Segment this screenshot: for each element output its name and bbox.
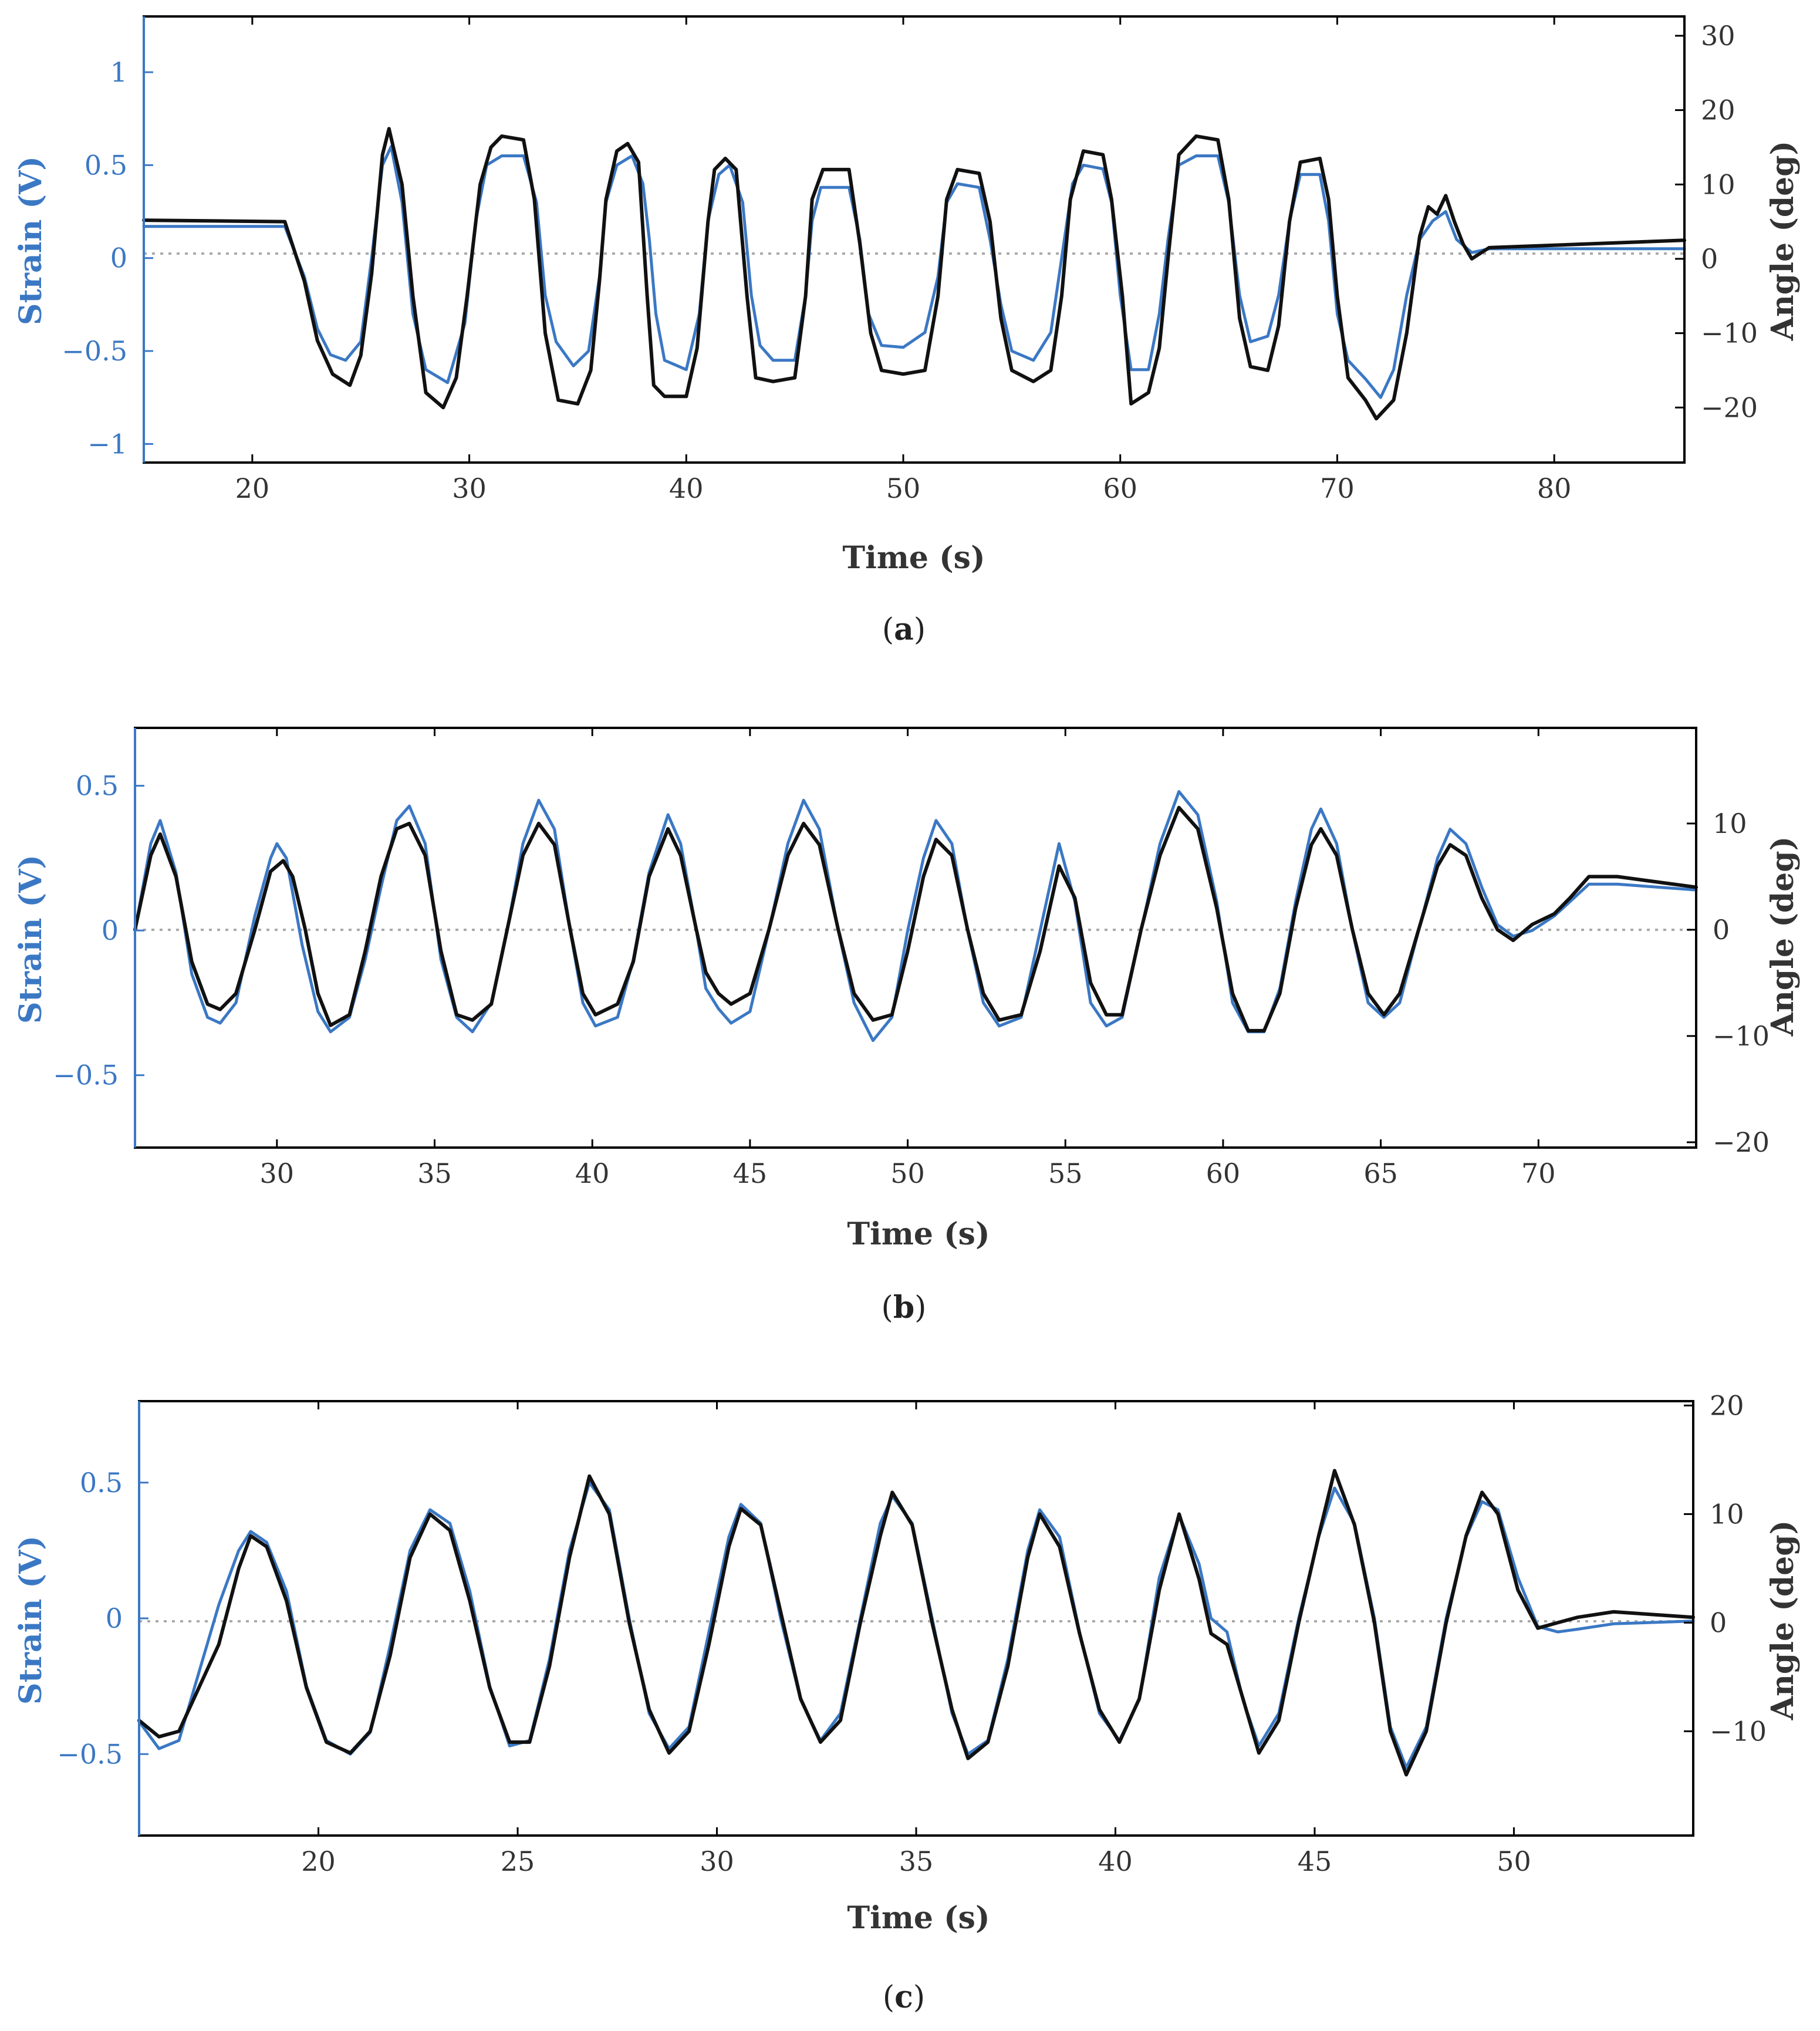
x-axis-title: Time (s) xyxy=(842,540,985,576)
left-tick-label: 0.5 xyxy=(85,149,127,181)
right-tick-label: 0 xyxy=(1713,914,1730,946)
angle-series-line xyxy=(137,1469,1695,1777)
x-tick-label: 25 xyxy=(501,1846,535,1877)
panel-b: 30 35 40 45 50 55 60 65 70 0.5 0 −0.5 10 0 −10 −20 Ti… xyxy=(13,727,1801,1325)
right-tick-label: 20 xyxy=(1701,95,1735,126)
x-axis-title: Time (s) xyxy=(847,1900,990,1936)
x-tick-label: 50 xyxy=(890,1158,925,1189)
x-tick-label: 20 xyxy=(235,473,270,504)
left-axis-title: Strain (V) xyxy=(13,156,49,325)
right-axis-title: Angle (deg) xyxy=(1765,1520,1801,1720)
x-tick-label: 60 xyxy=(1103,473,1137,504)
angle-series-line xyxy=(142,127,1686,421)
right-tick-label: −10 xyxy=(1701,318,1758,349)
x-tick-label: 40 xyxy=(1098,1846,1133,1877)
x-axis-ticks: 20 25 30 35 40 45 50 xyxy=(301,1401,1531,1877)
plot-area xyxy=(133,790,1698,1043)
left-axis-title: Strain (V) xyxy=(13,855,49,1024)
x-tick-label: 30 xyxy=(452,473,487,504)
x-tick-label: 70 xyxy=(1320,473,1355,504)
left-tick-label: −0.5 xyxy=(53,1060,119,1091)
x-tick-label: 40 xyxy=(669,473,704,504)
x-tick-label: 60 xyxy=(1206,1158,1241,1189)
right-tick-label: −20 xyxy=(1701,392,1758,423)
right-tick-label: 20 xyxy=(1710,1389,1744,1421)
x-tick-label: 35 xyxy=(417,1158,452,1189)
left-axis-title: Strain (V) xyxy=(13,1536,49,1705)
left-axis-ticks: 0.5 0 −0.5 xyxy=(57,1467,148,1770)
right-axis-ticks: 10 0 −10 −20 xyxy=(1687,808,1770,1158)
x-tick-label: 65 xyxy=(1363,1158,1398,1189)
x-axis-ticks: 20 30 40 50 60 70 80 xyxy=(235,16,1572,504)
x-axis-title: Time (s) xyxy=(847,1216,990,1252)
left-tick-label: −1 xyxy=(87,428,127,460)
x-tick-label: 40 xyxy=(575,1158,610,1189)
panel-label: (c) xyxy=(883,1979,925,2015)
x-tick-label: 80 xyxy=(1537,473,1572,504)
right-axis-ticks: 20 10 0 −10 xyxy=(1684,1389,1767,1747)
right-tick-label: 10 xyxy=(1713,808,1747,839)
left-tick-label: 1 xyxy=(110,56,127,88)
left-axis-ticks: 1 0.5 0 −0.5 −1 xyxy=(62,56,153,460)
x-tick-label: 50 xyxy=(1497,1846,1531,1877)
right-axis-title: Angle (deg) xyxy=(1765,141,1801,341)
left-tick-label: 0 xyxy=(102,915,119,946)
x-axis-ticks: 30 35 40 45 50 55 60 65 70 xyxy=(260,728,1556,1189)
right-tick-label: 30 xyxy=(1701,20,1735,52)
x-tick-label: 55 xyxy=(1048,1158,1083,1189)
x-tick-label: 35 xyxy=(899,1846,934,1877)
angle-series-line xyxy=(133,805,1698,1033)
right-tick-label: −10 xyxy=(1710,1715,1767,1747)
x-tick-label: 45 xyxy=(733,1158,768,1189)
plot-area xyxy=(137,1469,1695,1777)
panel-label: (b) xyxy=(882,1290,927,1325)
right-axis-title: Angle (deg) xyxy=(1765,836,1801,1037)
panel-label: (a) xyxy=(882,612,926,647)
right-tick-label: 10 xyxy=(1701,168,1735,200)
panel-a: 20 30 40 50 60 70 80 1 0.5 0 −0.5 −1 30 20 10 0 −10 −20… xyxy=(13,15,1801,647)
panel-label-letter: a xyxy=(894,612,914,647)
left-tick-label: 0 xyxy=(110,242,127,274)
left-axis-ticks: 0.5 0 −0.5 xyxy=(53,770,144,1091)
x-tick-label: 50 xyxy=(886,473,921,504)
x-tick-label: 30 xyxy=(700,1846,734,1877)
x-tick-label: 30 xyxy=(260,1158,295,1189)
right-tick-label: 10 xyxy=(1710,1498,1744,1530)
right-tick-label: 0 xyxy=(1710,1607,1727,1638)
x-tick-label: 20 xyxy=(301,1846,336,1877)
left-tick-label: 0.5 xyxy=(76,770,119,802)
panel-label-letter: b xyxy=(893,1290,914,1325)
right-axis-ticks: 30 20 10 0 −10 −20 xyxy=(1675,20,1758,423)
right-tick-label: −10 xyxy=(1713,1020,1770,1052)
panel-label-letter: c xyxy=(894,1979,913,2015)
right-tick-label: −20 xyxy=(1713,1126,1770,1158)
x-tick-label: 45 xyxy=(1298,1846,1332,1877)
left-tick-label: 0.5 xyxy=(80,1467,123,1499)
left-tick-label: −0.5 xyxy=(57,1738,123,1770)
plot-area xyxy=(142,127,1686,421)
panel-c: 20 25 30 35 40 45 50 0.5 0 −0.5 20 10 0 −10 Time (s… xyxy=(13,1389,1801,2015)
right-tick-label: 0 xyxy=(1701,243,1718,275)
x-tick-label: 70 xyxy=(1521,1158,1556,1189)
left-tick-label: 0 xyxy=(106,1602,123,1634)
left-tick-label: −0.5 xyxy=(62,335,127,367)
